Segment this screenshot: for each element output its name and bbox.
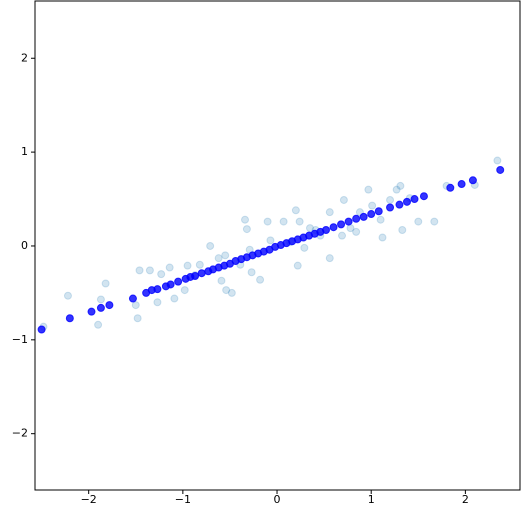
point (293, 261, 302, 270)
point (344, 217, 353, 226)
y-tick-label: −2 (12, 427, 28, 440)
point (346, 224, 355, 233)
point (174, 277, 183, 286)
point (266, 236, 275, 245)
x-tick-label: 0 (274, 493, 281, 504)
x-tick-label: −1 (175, 493, 191, 504)
point (374, 207, 383, 216)
point (153, 285, 162, 294)
point (395, 200, 404, 209)
point (402, 197, 411, 206)
point (493, 156, 502, 165)
point (376, 215, 385, 224)
point (153, 298, 162, 307)
point (457, 180, 466, 189)
point (378, 233, 387, 242)
point (183, 261, 192, 270)
point (221, 251, 230, 260)
y-tick-label: −1 (12, 333, 28, 346)
point (96, 303, 105, 312)
point (496, 165, 505, 174)
point (247, 268, 256, 277)
point (133, 314, 142, 323)
point (87, 307, 96, 316)
point (279, 217, 288, 226)
point (165, 263, 174, 272)
point (322, 226, 330, 235)
point (256, 275, 265, 284)
point (430, 217, 439, 226)
point (214, 254, 223, 263)
point (392, 185, 401, 194)
point (300, 243, 309, 252)
point (222, 286, 231, 295)
point (386, 203, 395, 212)
point (367, 210, 376, 219)
point (410, 195, 419, 204)
point (128, 294, 137, 303)
point (145, 266, 154, 275)
point (135, 266, 144, 275)
point (157, 270, 166, 279)
point (242, 225, 251, 234)
point (217, 276, 226, 285)
point (227, 288, 236, 297)
point (63, 291, 72, 300)
point (398, 226, 407, 235)
point (195, 260, 204, 269)
y-tick-label: 0 (21, 239, 28, 252)
x-tick-label: −2 (81, 493, 97, 504)
point (364, 185, 373, 194)
point (197, 269, 206, 278)
point (352, 214, 361, 223)
point (166, 280, 175, 289)
point (291, 206, 300, 215)
y-tick-label: 1 (21, 145, 28, 158)
point (325, 254, 334, 263)
point (325, 208, 334, 217)
point (337, 220, 346, 229)
point (446, 183, 455, 192)
point (131, 301, 140, 310)
point (295, 217, 304, 226)
y-tick-label: 2 (21, 51, 28, 64)
point (352, 227, 361, 236)
point (263, 217, 272, 226)
point (414, 217, 423, 226)
point (386, 195, 395, 204)
point (96, 295, 105, 304)
point (468, 176, 477, 185)
point (170, 294, 179, 303)
point (338, 231, 347, 240)
point (241, 215, 250, 224)
point (359, 212, 368, 221)
point (396, 181, 405, 190)
point (191, 272, 200, 281)
point (105, 301, 114, 310)
point (180, 286, 189, 295)
point (305, 224, 314, 233)
point (206, 241, 215, 250)
x-tick-label: 1 (368, 493, 375, 504)
point (37, 325, 46, 334)
x-tick-label: 2 (462, 493, 469, 504)
point (329, 223, 338, 232)
point (419, 192, 428, 201)
point (65, 314, 74, 323)
point (94, 320, 103, 329)
point (101, 279, 110, 288)
point (339, 195, 348, 204)
point (368, 201, 377, 210)
